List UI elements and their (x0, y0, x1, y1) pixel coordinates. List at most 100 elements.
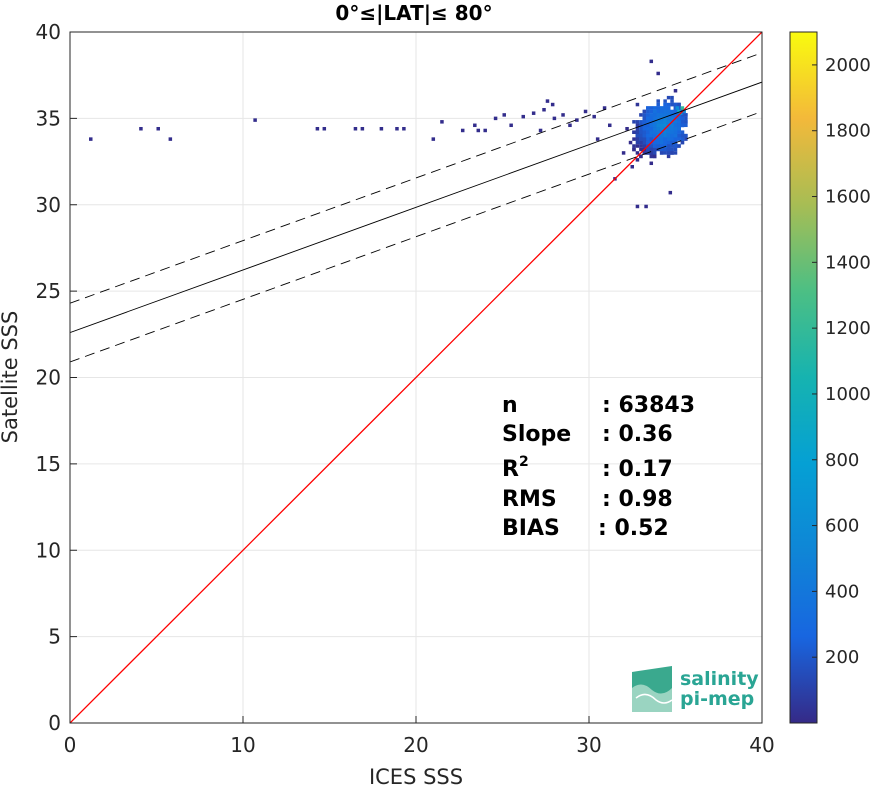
density-cell (652, 130, 657, 134)
density-cell (644, 204, 648, 209)
stats-box: n : 63843 Slope : 0.36 R2 : 0.17 RMS : 0… (502, 393, 695, 541)
density-cell (659, 126, 664, 131)
density-cell (639, 130, 643, 134)
density-cell (656, 123, 660, 128)
density-cell (666, 120, 671, 124)
density-cell (666, 147, 671, 152)
density-cell (635, 158, 640, 162)
y-tick-label: 0 (48, 711, 61, 735)
density-cell (168, 137, 173, 141)
density-cell (646, 123, 650, 128)
density-cell (639, 123, 643, 128)
density-cell (642, 113, 647, 117)
density-cell (642, 151, 647, 155)
logo-text-salinity: salinity (680, 668, 759, 690)
density-cell (673, 88, 678, 93)
density-cell (649, 144, 654, 148)
density-cell (663, 102, 667, 107)
density-cell (635, 120, 640, 124)
density-cell (639, 137, 643, 141)
density-cell (635, 123, 640, 128)
density-cell (642, 123, 647, 128)
density-cell (677, 120, 681, 124)
density-cell (649, 147, 654, 152)
x-tick-label: 20 (403, 733, 428, 757)
density-cell (670, 126, 674, 131)
density-cell (670, 140, 674, 145)
density-cell (552, 116, 557, 121)
colorbar (789, 31, 818, 724)
density-cell (646, 120, 650, 124)
y-tick-label: 30 (36, 193, 61, 217)
density-cell (652, 106, 657, 110)
density-cell (677, 144, 681, 148)
density-cell (673, 123, 678, 128)
density-cell (677, 133, 681, 138)
density-cell (656, 113, 660, 117)
density-cell (663, 123, 667, 128)
density-cell (635, 151, 640, 155)
x-tick-labels: 0 10 20 30 40 (64, 716, 775, 757)
density-cell (652, 116, 657, 121)
stat-n-label: n (502, 393, 518, 418)
density-cell (680, 123, 685, 128)
one-to-one-line (70, 32, 762, 723)
density-cell (502, 113, 506, 117)
density-cell (89, 137, 93, 141)
regression-upper-line (70, 52, 762, 304)
y-tick-label: 5 (48, 625, 61, 649)
density-cell (659, 113, 664, 117)
density-cell (666, 113, 671, 117)
density-cell (646, 109, 650, 114)
density-cell (670, 116, 674, 121)
density-cell (642, 130, 647, 134)
density-cell (652, 113, 657, 117)
density-cell (632, 120, 636, 124)
density-cell (663, 147, 667, 152)
density-cell (656, 116, 660, 121)
salinity-pimep-logo: salinity pi-mep (632, 666, 759, 712)
density-cell (680, 137, 685, 141)
colorbar-tick-label: 1600 (825, 187, 871, 208)
density-cell (677, 123, 681, 128)
density-cell (656, 102, 660, 107)
density-cell (659, 151, 664, 155)
density-cell (639, 147, 643, 152)
density-cell (568, 123, 572, 128)
density-cell (630, 164, 634, 169)
x-tick-label: 10 (230, 733, 255, 757)
density-cell (322, 126, 327, 131)
density-cell (550, 102, 555, 107)
density-cell (656, 120, 660, 124)
density-cell (652, 144, 657, 148)
density-cell (353, 126, 358, 131)
density-cell (659, 133, 664, 138)
density-cell (670, 133, 674, 138)
density-cell (673, 137, 678, 141)
density-cell (677, 126, 681, 131)
density-cell-hot (682, 109, 686, 114)
density-cell (670, 123, 674, 128)
y-tick-label: 20 (36, 366, 61, 390)
density-cell (649, 151, 654, 155)
density-cell (621, 151, 626, 155)
density-cell (663, 99, 667, 103)
stat-slope-value: : 0.36 (602, 422, 673, 447)
density-cell (649, 109, 654, 114)
density-cell (666, 106, 671, 110)
density-cell (652, 109, 657, 114)
colorbar-tick-label: 600 (825, 516, 859, 537)
density-cell (663, 144, 667, 148)
density-cell (646, 126, 650, 131)
density-cell (666, 133, 671, 138)
density-cell (670, 102, 674, 107)
density-cell (659, 137, 664, 141)
density-cell (659, 144, 664, 148)
density-cell (649, 123, 654, 128)
density-cell (642, 144, 647, 148)
density-cell (670, 99, 674, 103)
density-cell (684, 123, 688, 128)
density-cell (561, 113, 565, 117)
density-cell (440, 120, 444, 124)
density-cell (666, 116, 671, 121)
